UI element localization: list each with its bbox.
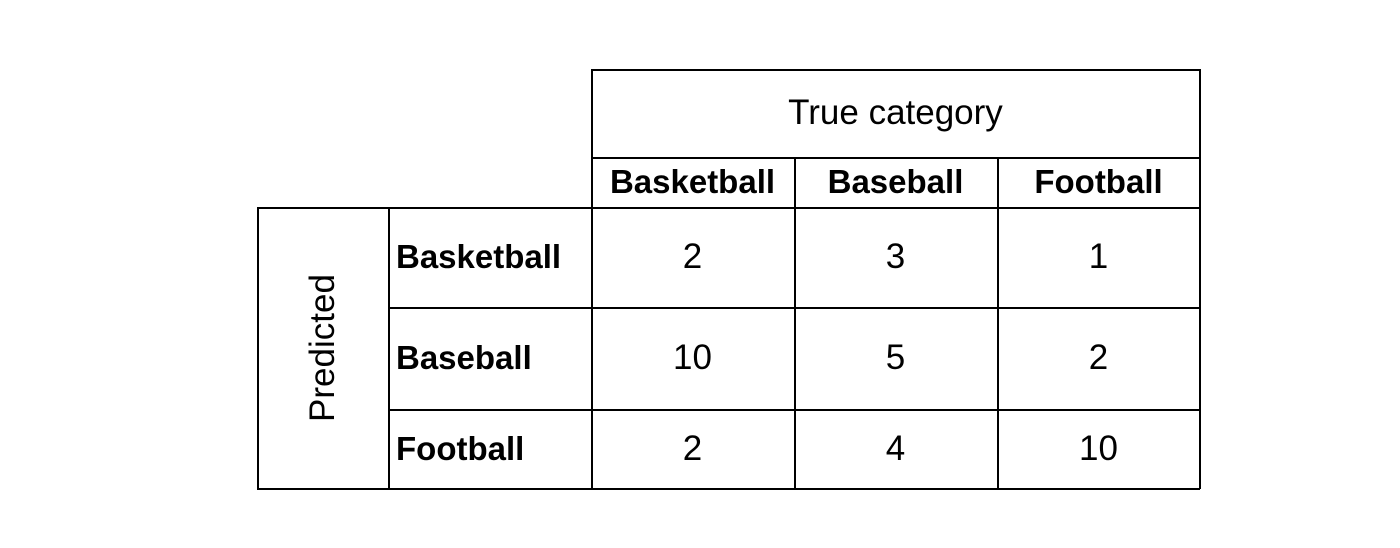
grid-line bbox=[257, 207, 1200, 209]
predicted-label: Predicted bbox=[302, 273, 342, 422]
grid-line bbox=[591, 157, 1200, 159]
grid-line bbox=[257, 207, 259, 489]
column-header-football: Football bbox=[1034, 163, 1163, 200]
matrix-cell: 2 bbox=[682, 237, 703, 276]
matrix-cell: 3 bbox=[885, 237, 906, 276]
matrix-cell: 1 bbox=[1088, 237, 1109, 276]
grid-line bbox=[1199, 69, 1201, 489]
grid-line bbox=[388, 207, 390, 489]
grid-line bbox=[997, 157, 999, 489]
matrix-cell: 10 bbox=[1079, 428, 1118, 468]
matrix-cell: 10 bbox=[673, 338, 712, 377]
true-category-label: True category bbox=[788, 93, 1003, 132]
matrix-cell: 2 bbox=[1088, 338, 1109, 377]
predicted-label-cell: Predicted bbox=[257, 207, 388, 488]
column-header-basketball: Basketball bbox=[609, 163, 776, 200]
row-header-football: Football bbox=[396, 429, 525, 467]
row-header-baseball: Baseball bbox=[396, 339, 532, 376]
grid-line bbox=[591, 69, 593, 489]
grid-line bbox=[794, 157, 796, 489]
grid-line bbox=[257, 488, 1200, 490]
matrix-cell: 2 bbox=[682, 428, 703, 468]
matrix-cell: 4 bbox=[885, 428, 906, 468]
column-header-baseball: Baseball bbox=[827, 163, 964, 200]
matrix-cell: 5 bbox=[885, 338, 906, 377]
grid-line bbox=[591, 69, 1200, 71]
row-header-basketball: Basketball bbox=[396, 238, 562, 275]
